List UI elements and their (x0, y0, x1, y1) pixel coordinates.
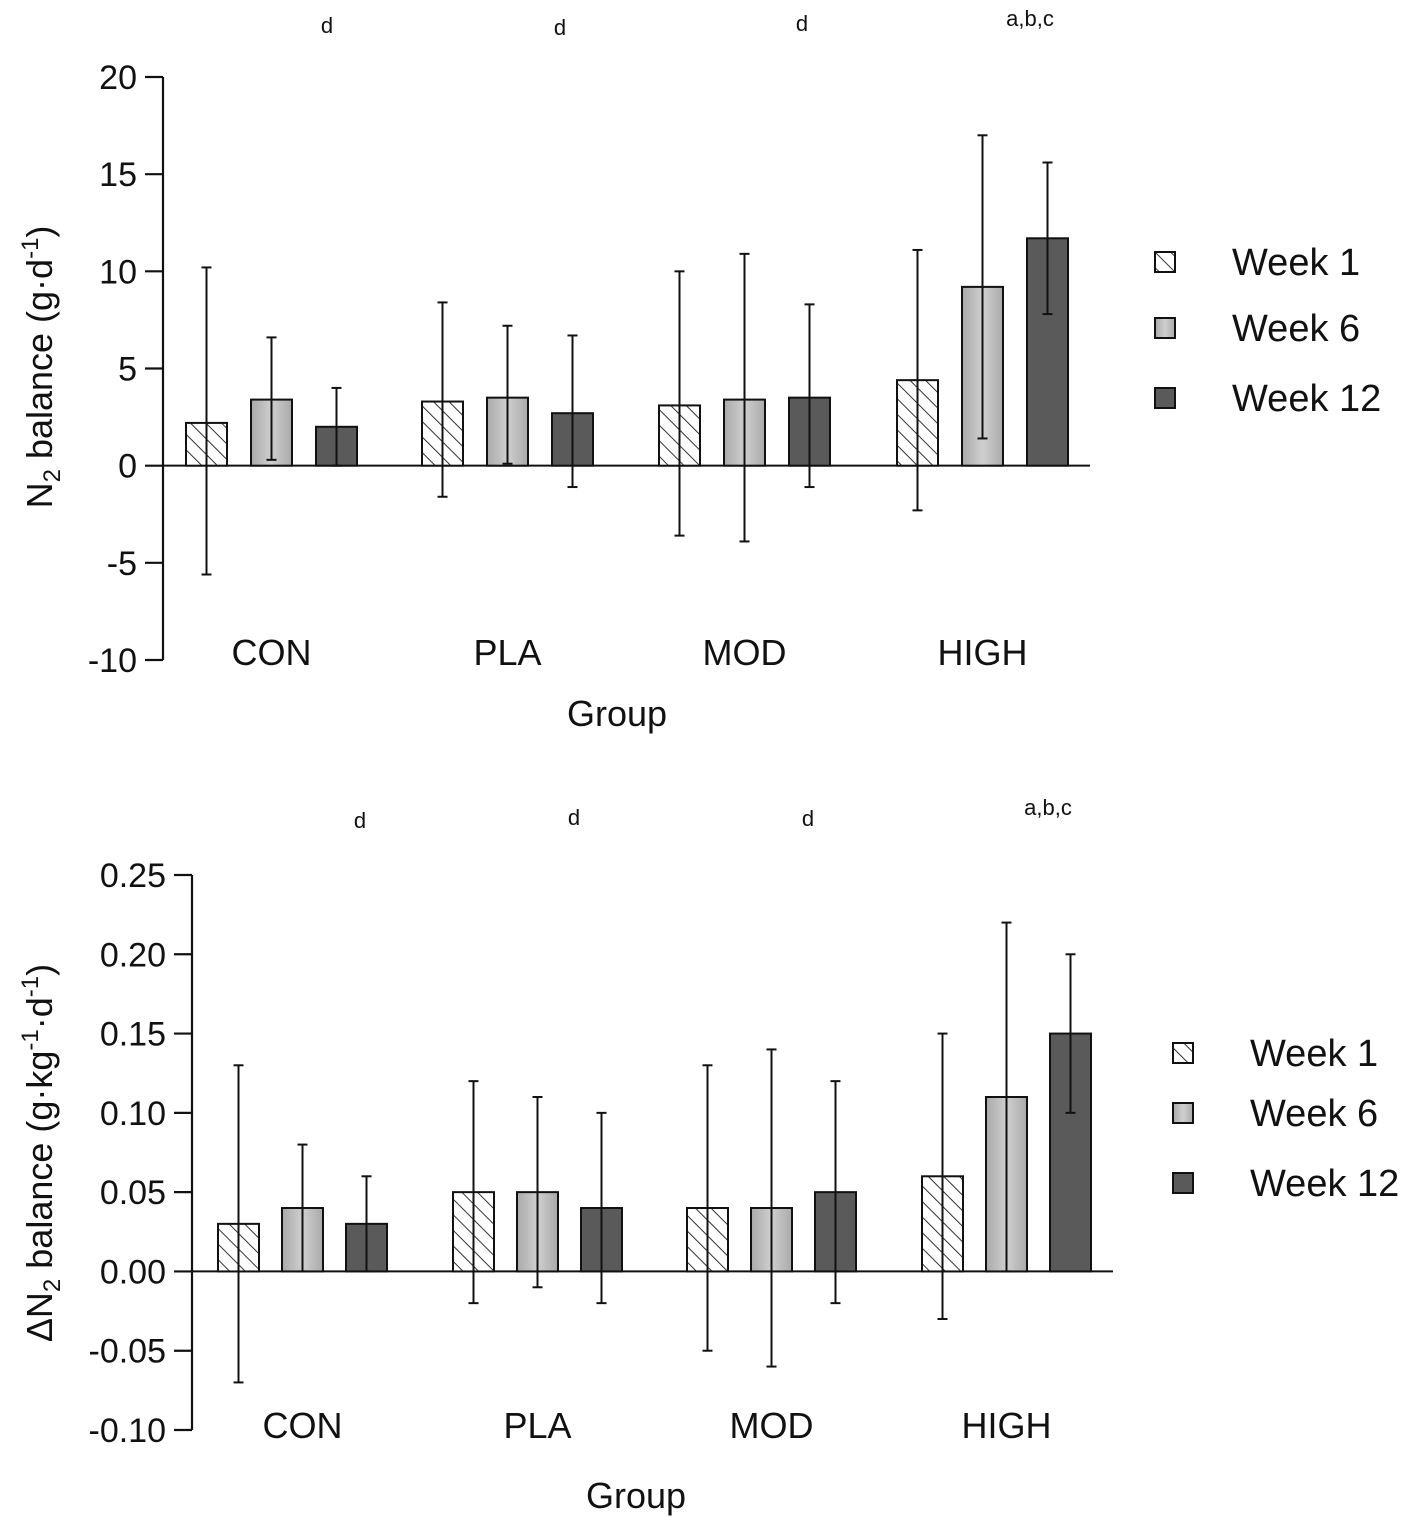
y-tick-label: 0.25 (100, 857, 166, 895)
svg-text:N2 balance (g·d-1): N2 balance (g·d-1) (17, 226, 66, 509)
category-label: HIGH (938, 632, 1028, 673)
y-tick-label: 0.20 (100, 936, 166, 974)
y-tick-label: 15 (99, 156, 137, 194)
legend-label: Week 6 (1232, 308, 1360, 350)
significance-annotation: d (568, 805, 580, 830)
y-tick-label: -5 (107, 545, 137, 583)
significance-annotation: a,b,c (1024, 795, 1072, 820)
y-tick-label: 5 (118, 351, 137, 389)
legend-swatch (1154, 387, 1176, 409)
category-label: CON (232, 632, 312, 673)
category-label: PLA (473, 632, 541, 673)
legend-label: Week 1 (1232, 242, 1360, 284)
legend-swatch (1154, 251, 1176, 273)
y-tick-label: 0.05 (100, 1174, 166, 1212)
category-label: HIGH (962, 1405, 1052, 1446)
legend-label: Week 6 (1250, 1093, 1378, 1135)
x-axis-title: Group (567, 693, 667, 734)
y-axis-title: ΔN2 balance (g·kg-1·d-1) (17, 964, 66, 1342)
y-tick-label: 0.10 (100, 1095, 166, 1133)
chart-panel-top: N2 balance (g·d-1) Group -10 -5 0 5 10 15 20 CO… (17, 6, 1381, 734)
y-tick-label: 0.00 (100, 1253, 166, 1291)
chart-panel-bottom: ΔN2 balance (g·kg-1·d-1) Group -0.10 -0.0… (17, 795, 1399, 1516)
category-label: MOD (730, 1405, 814, 1446)
bar-high-week12 (1049, 1032, 1092, 1273)
y-tick-label: 10 (99, 253, 137, 291)
significance-annotation: d (354, 808, 366, 833)
legend-label: Week 12 (1232, 378, 1381, 420)
significance-annotation: d (796, 11, 808, 36)
significance-annotation: a,b,c (1006, 6, 1054, 31)
legend-label: Week 12 (1250, 1163, 1399, 1205)
legend-swatch (1172, 1172, 1194, 1194)
y-tick-label: 20 (99, 59, 137, 97)
legend-swatch (1154, 317, 1176, 339)
legend-swatch (1172, 1102, 1194, 1124)
x-axis-title: Group (586, 1475, 686, 1516)
significance-annotation: d (554, 15, 566, 40)
category-label: MOD (703, 632, 787, 673)
significance-annotation: d (321, 13, 333, 38)
y-tick-label: 0.15 (100, 1016, 166, 1054)
category-label: PLA (503, 1405, 571, 1446)
y-tick-label: -10 (88, 642, 137, 680)
y-tick-label: -0.05 (89, 1333, 167, 1371)
y-tick-label: -0.10 (89, 1412, 167, 1450)
y-axis-title: N2 balance (g·d-1) (17, 226, 66, 509)
category-label: CON (263, 1405, 343, 1446)
svg-text:ΔN2 balance (g·kg-1·d-1): ΔN2 balance (g·kg-1·d-1) (17, 964, 66, 1342)
legend-label: Week 1 (1250, 1033, 1378, 1075)
significance-annotation: d (802, 806, 814, 831)
legend-swatch (1172, 1042, 1194, 1064)
y-tick-label: 0 (118, 448, 137, 486)
